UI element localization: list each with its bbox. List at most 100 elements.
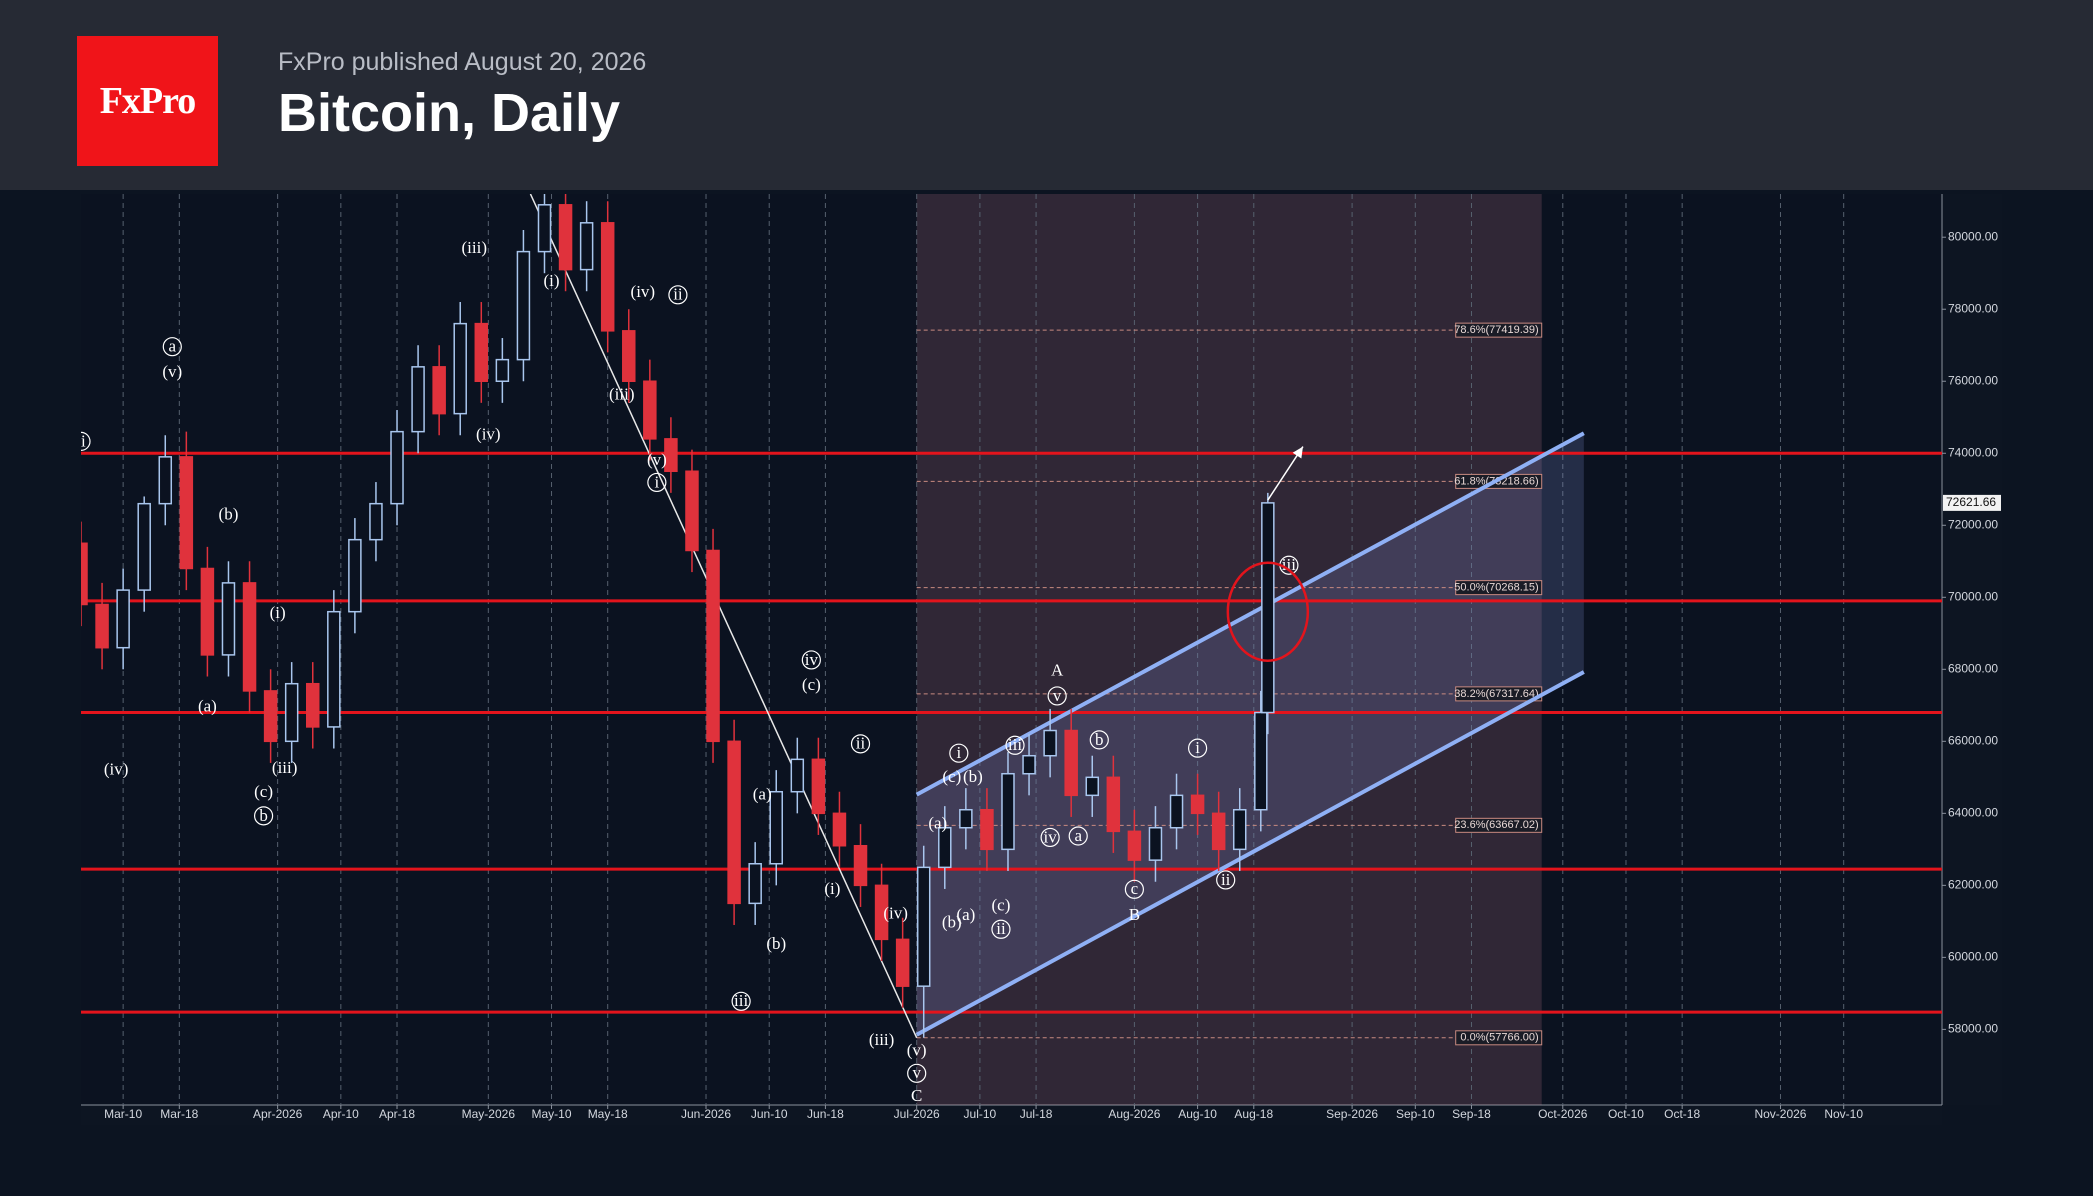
candle-body bbox=[643, 380, 657, 440]
wave-label: (b) bbox=[766, 934, 786, 953]
candle-body bbox=[1022, 754, 1036, 775]
wave-label: (i) bbox=[824, 879, 840, 898]
wave-circle bbox=[1068, 826, 1088, 846]
x-tick-label: Mar-10 bbox=[104, 1107, 142, 1121]
x-tick-label: Sep-2026 bbox=[1326, 1107, 1378, 1121]
wave-circle bbox=[668, 285, 688, 305]
wave-label: ii bbox=[76, 431, 86, 450]
wave-circle bbox=[907, 1063, 927, 1083]
wave-label: (i) bbox=[543, 271, 559, 290]
wave-circle bbox=[1187, 738, 1208, 758]
wave-label: (a) bbox=[928, 813, 947, 832]
wave-label: i bbox=[1195, 738, 1200, 757]
candle-body bbox=[95, 603, 109, 649]
candle-body bbox=[453, 322, 467, 415]
x-tick-label: Jul-2026 bbox=[894, 1107, 940, 1121]
wave-label: (b) bbox=[942, 913, 962, 932]
wave-label: (a) bbox=[198, 697, 217, 716]
wave-label: (c) bbox=[992, 895, 1011, 914]
y-tick-label: 60000.00 bbox=[1948, 950, 1998, 964]
x-tick-label: Sep-10 bbox=[1396, 1107, 1435, 1121]
wave-circle bbox=[1124, 879, 1144, 899]
x-tick-label: May-2026 bbox=[462, 1107, 516, 1121]
fib-label: 0.0%(57766.00) bbox=[1460, 1032, 1538, 1044]
candle-body bbox=[390, 430, 404, 505]
wave-label: iv bbox=[1044, 827, 1058, 846]
candle-body bbox=[158, 456, 173, 505]
candle-body bbox=[263, 690, 278, 743]
candle-body bbox=[1085, 776, 1100, 797]
price-tag bbox=[1943, 494, 2001, 511]
candle-body bbox=[748, 862, 762, 905]
candle-body bbox=[1106, 776, 1121, 833]
fib-label: 78.6%(77419.39) bbox=[1454, 324, 1538, 336]
wave-label: B bbox=[1129, 905, 1140, 924]
wave-label: ii bbox=[856, 734, 866, 753]
axes: Mar-10 Mar-18 Apr-2026 Apr-10 Apr-18 May-2026… bbox=[104, 229, 2001, 1121]
fib-label-box bbox=[1455, 322, 1543, 338]
x-tick-label: May-18 bbox=[588, 1107, 628, 1121]
wave-circle bbox=[850, 734, 871, 754]
candle-body bbox=[579, 222, 594, 271]
candle-body bbox=[685, 470, 699, 552]
fib-label-box bbox=[1455, 580, 1543, 596]
wave-circle bbox=[1089, 730, 1109, 750]
candle-body bbox=[1064, 729, 1078, 797]
fib-label-box bbox=[1455, 817, 1543, 833]
y-tick-label: 72000.00 bbox=[1948, 517, 1998, 531]
fib-label: 38.2%(67317.64) bbox=[1454, 688, 1538, 700]
fib-label: 23.6%(63667.02) bbox=[1454, 819, 1538, 831]
wave-label: (iv) bbox=[631, 282, 656, 301]
wave-label: (v) bbox=[162, 362, 182, 381]
y-axis-area bbox=[1942, 194, 2002, 1105]
candle-body bbox=[1232, 808, 1247, 851]
y-tick-label: 68000.00 bbox=[1948, 661, 1998, 675]
x-tick-label: Sep-18 bbox=[1452, 1107, 1491, 1121]
x-axis-area bbox=[81, 1105, 1942, 1125]
wave-circle bbox=[1047, 686, 1067, 706]
x-tick-label: Aug-18 bbox=[1234, 1107, 1273, 1121]
candle-body bbox=[853, 844, 868, 887]
wave-label: i bbox=[956, 743, 961, 762]
candle-body bbox=[558, 204, 573, 271]
wave-label: C bbox=[911, 1086, 922, 1105]
wave-label: ii bbox=[996, 919, 1006, 938]
candle-body bbox=[874, 884, 889, 941]
x-tick-label: Aug-10 bbox=[1178, 1107, 1217, 1121]
x-tick-label: Jun-18 bbox=[807, 1107, 844, 1121]
wave-circle bbox=[162, 337, 182, 357]
x-tick-label: May-10 bbox=[532, 1107, 572, 1121]
y-tick-label: 74000.00 bbox=[1948, 445, 1998, 459]
candle-body bbox=[959, 808, 973, 829]
channel-line bbox=[915, 670, 1585, 1037]
wave-label: (iii) bbox=[272, 758, 298, 777]
y-tick-label: 76000.00 bbox=[1948, 373, 1998, 387]
wave-label: iii bbox=[1008, 735, 1022, 754]
candle-body bbox=[727, 740, 741, 905]
x-tick-label: Oct-18 bbox=[1664, 1107, 1700, 1121]
x-tick-label: Apr-18 bbox=[379, 1107, 415, 1121]
title: Bitcoin, Daily bbox=[278, 83, 621, 143]
candle-body bbox=[980, 808, 994, 851]
candle-body bbox=[832, 812, 847, 847]
projection-zone bbox=[916, 194, 1542, 1105]
candle-body bbox=[938, 826, 952, 869]
wave-label: a bbox=[169, 337, 177, 356]
wave-label: b bbox=[1095, 730, 1104, 749]
candle-body bbox=[495, 358, 510, 382]
candle-body bbox=[348, 538, 362, 613]
x-tick-label: Jun-10 bbox=[751, 1107, 788, 1121]
wave-circle bbox=[1040, 827, 1060, 848]
wave-label: i bbox=[654, 472, 659, 491]
arrow-head bbox=[1292, 446, 1303, 459]
candle-body bbox=[811, 758, 826, 815]
y-tick-label: 78000.00 bbox=[1948, 301, 1998, 315]
wave-label: (b) bbox=[219, 504, 239, 523]
candle-body bbox=[1211, 812, 1226, 851]
wave-label: a bbox=[1074, 826, 1082, 845]
wave-label: b bbox=[259, 806, 268, 825]
candle-body bbox=[1190, 794, 1205, 815]
wave-label: (iii) bbox=[869, 1030, 895, 1049]
